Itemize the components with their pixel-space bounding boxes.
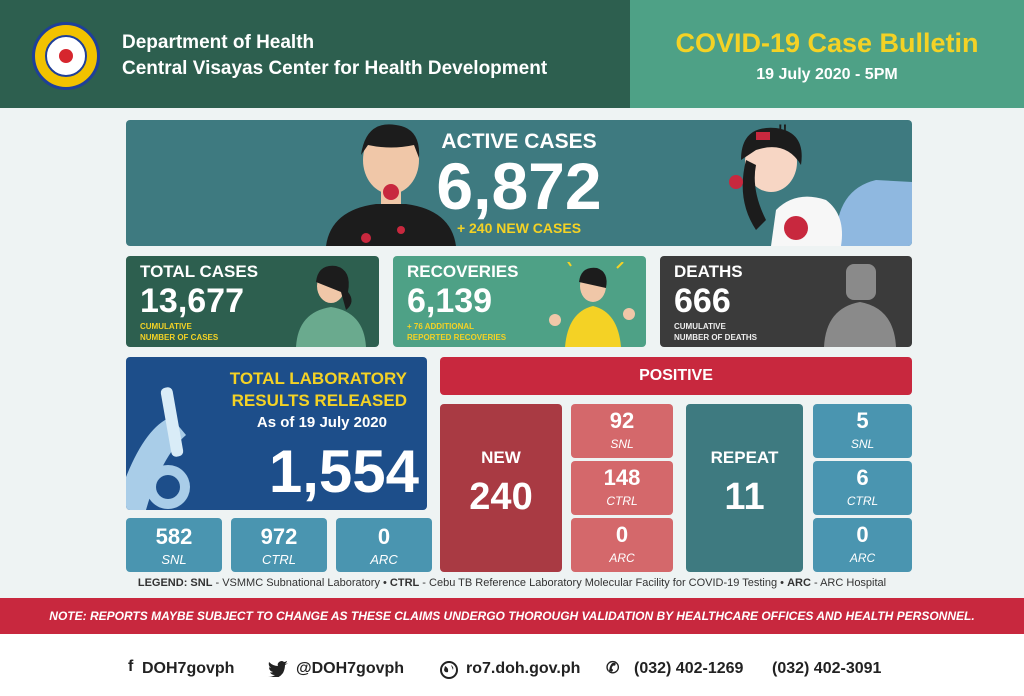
repeat-ctrl-value: 6: [856, 465, 869, 490]
repeat-arc-key: ARC: [849, 551, 876, 565]
deaths-sub: CUMULATIVE NUMBER OF DEATHS: [674, 321, 757, 343]
test-tube-virus-illustration: [126, 387, 190, 510]
website-link[interactable]: ro7.doh.gov.ph: [466, 660, 581, 677]
repeat-snl-value: 5: [856, 408, 869, 433]
active-cases-panel: !! ACTIVE CASES 6,872 + 240 NEW CASES: [126, 120, 912, 246]
active-cases-label: ACTIVE CASES: [441, 130, 597, 153]
seal-center: [45, 35, 87, 77]
lab-ctrl-box: 972 CTRL: [231, 518, 327, 572]
deaths-value: 666: [674, 282, 731, 320]
lab-snl-box: 582 SNL: [126, 518, 222, 572]
dept-center-name: Central Visayas Center for Health Develo…: [122, 58, 548, 79]
facebook-icon: f: [128, 658, 134, 675]
phone-icon: ✆: [606, 660, 620, 677]
disclaimer-note: NOTE: REPORTS MAYBE SUBJECT TO CHANGE AS…: [0, 598, 1024, 634]
new-ctrl-key: CTRL: [606, 494, 638, 508]
repeat-arc-box: 0 ARC: [813, 518, 912, 572]
new-ctrl-box: 148 CTRL: [571, 461, 673, 515]
twitter-handle[interactable]: @DOH7govph: [296, 660, 405, 677]
repeat-snl-box: 5 SNL: [813, 404, 912, 458]
lab-results-panel: TOTAL LABORATORY RESULTS RELEASED As of …: [126, 357, 427, 510]
repeat-arc-value: 0: [856, 522, 869, 547]
deaths-sub-line1: CUMULATIVE: [674, 322, 726, 331]
svg-text:!!: !!: [778, 121, 787, 137]
new-ctrl-value: 148: [603, 465, 641, 490]
new-positive-label: NEW: [481, 448, 521, 467]
new-snl-key: SNL: [610, 437, 634, 451]
woman-illustration: [296, 265, 366, 347]
recoveries-value: 6,139: [407, 282, 493, 320]
bulletin-date: 19 July 2020 - 5PM: [756, 66, 898, 83]
lab-arc-key: ARC: [370, 552, 398, 567]
repeat-ctrl-box: 6 CTRL: [813, 461, 912, 515]
coughing-woman-illustration: !!: [729, 121, 912, 246]
lab-ctrl-value: 972: [260, 524, 298, 549]
repeat-positive-label: REPEAT: [710, 448, 779, 467]
positive-header: POSITIVE: [440, 357, 912, 395]
new-positive-value: 240: [469, 476, 533, 518]
doh-seal-logo: [32, 22, 100, 90]
phone-number-1[interactable]: (032) 402-1269: [634, 660, 744, 677]
legend: LEGEND: SNL - VSMMC Subnational Laborato…: [137, 577, 887, 589]
new-arc-box: 0 ARC: [571, 518, 673, 572]
legend-snl-text: - VSMMC Subnational Laboratory: [212, 577, 380, 589]
legend-ctrl-key: CTRL: [389, 577, 420, 589]
legend-ctrl-text: - Cebu TB Reference Laboratory Molecular…: [419, 577, 778, 589]
recoveries-card: RECOVERIES 6,139 + 76 ADDITIONAL REPORTE…: [393, 256, 646, 347]
total-cases-sub-line1: CUMULATIVE: [140, 322, 192, 331]
lab-title-line1: TOTAL LABORATORY: [229, 369, 407, 388]
lab-arc-box: 0 ARC: [336, 518, 432, 572]
new-arc-value: 0: [615, 522, 629, 547]
repeat-snl-key: SNL: [850, 437, 875, 451]
legend-prefix: LEGEND:: [137, 577, 188, 589]
phone-number-2[interactable]: (032) 402-3091: [772, 660, 882, 677]
new-cases-text: + 240 NEW CASES: [456, 220, 582, 236]
facebook-handle[interactable]: DOH7govph: [142, 660, 235, 677]
repeat-positive-box: REPEAT 11: [686, 404, 803, 572]
twitter-icon: [268, 661, 288, 677]
legend-arc-text: - ARC Hospital: [810, 577, 887, 589]
recoveries-sub: + 76 ADDITIONAL REPORTED RECOVERIES: [407, 321, 506, 343]
total-cases-card: TOTAL CASES 13,677 CUMULATIVE NUMBER OF …: [126, 256, 379, 347]
bulletin-title: COVID-19 Case Bulletin: [675, 28, 979, 58]
thumbs-up-woman-illustration: [549, 262, 635, 347]
person-illustration-left: [326, 124, 456, 246]
lab-ctrl-key: CTRL: [262, 552, 296, 567]
deaths-sub-line2: NUMBER OF DEATHS: [674, 333, 757, 342]
lab-as-of-date: As of 19 July 2020: [256, 414, 387, 431]
legend-snl-key: SNL: [190, 577, 213, 589]
total-cases-label: TOTAL CASES: [140, 262, 259, 281]
total-cases-sub: CUMULATIVE NUMBER OF CASES: [140, 321, 218, 343]
deaths-label: DEATHS: [674, 262, 743, 281]
recoveries-label: RECOVERIES: [407, 262, 519, 281]
legend-arc-key: ARC: [787, 577, 811, 589]
new-arc-key: ARC: [609, 551, 635, 565]
new-snl-value: 92: [609, 408, 635, 433]
globe-icon: [440, 661, 458, 679]
active-cases-value: 6,872: [436, 149, 602, 223]
total-cases-sub-line2: NUMBER OF CASES: [140, 333, 219, 342]
lab-title-line2: RESULTS RELEASED: [231, 391, 407, 410]
new-positive-box: NEW 240: [440, 404, 562, 572]
repeat-positive-value: 11: [724, 476, 765, 518]
dept-name: Department of Health: [122, 32, 315, 53]
lab-snl-key: SNL: [161, 552, 187, 567]
recoveries-sub-line2: REPORTED RECOVERIES: [407, 333, 507, 342]
grey-man-illustration: [824, 264, 896, 347]
new-snl-box: 92 SNL: [571, 404, 673, 458]
recoveries-sub-line1: + 76 ADDITIONAL: [407, 322, 475, 331]
header-left: [0, 0, 630, 108]
header-right: [630, 0, 1024, 108]
lab-snl-value: 582: [155, 524, 193, 549]
footer: f DOH7govph @DOH7govph ro7.doh.gov.ph ✆ …: [0, 634, 1024, 696]
seal-emblem: [59, 49, 73, 63]
lab-results-value: 1,554: [268, 438, 419, 505]
lab-arc-value: 0: [377, 524, 391, 549]
repeat-ctrl-key: CTRL: [846, 494, 879, 508]
deaths-card: DEATHS 666 CUMULATIVE NUMBER OF DEATHS: [660, 256, 912, 347]
total-cases-value: 13,677: [140, 282, 244, 320]
